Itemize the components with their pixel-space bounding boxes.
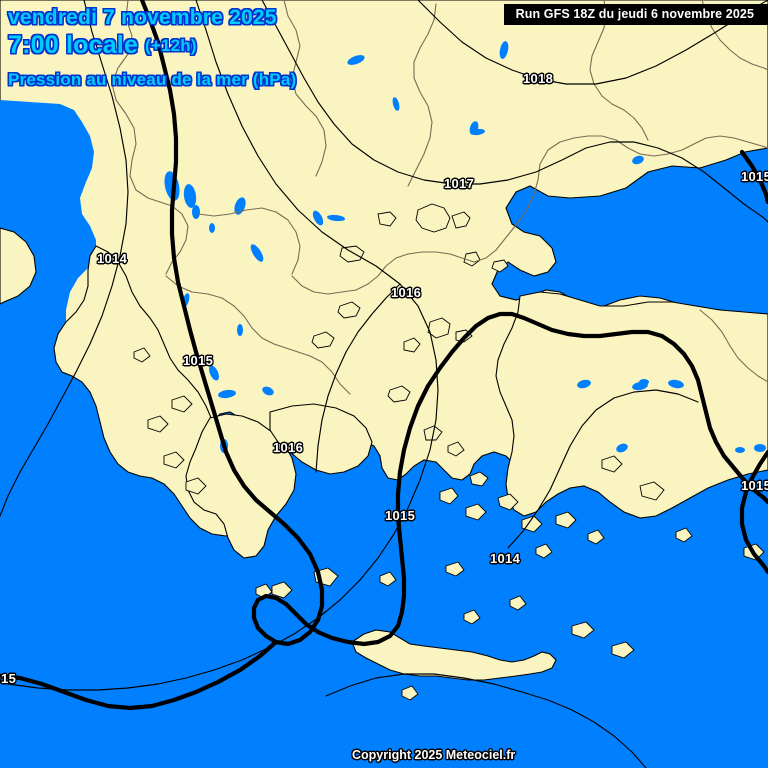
isobar-1017 xyxy=(261,0,768,223)
isobar-label: 1018 xyxy=(523,71,554,86)
isobar-label: 1014 xyxy=(490,551,521,566)
isobar-1015-bold-southwest xyxy=(0,639,279,711)
forecast-lead-time: (+12h) xyxy=(145,36,197,55)
aegean-islands xyxy=(133,203,765,701)
isobar-1018 xyxy=(417,0,768,85)
isobar-label: 1017 xyxy=(444,176,475,191)
isobar-label: 1015 xyxy=(0,671,17,686)
isobar-label: 1014 xyxy=(97,251,128,266)
isobar-label: 1015 xyxy=(183,353,214,368)
isobar-1015-south xyxy=(325,673,647,768)
isobar-1015-west xyxy=(0,0,129,517)
isobar-1015-bold-northeast xyxy=(739,149,768,205)
isobar-label: 1015 xyxy=(741,478,768,493)
land-italy-heel xyxy=(0,227,37,305)
model-run-banner: Run GFS 18Z du jeudi 6 novembre 2025 xyxy=(503,4,768,25)
forecast-date: vendredi 7 novembre 2025 xyxy=(8,6,277,29)
land-attica xyxy=(269,403,373,475)
land-crete xyxy=(351,629,557,681)
forecast-time: 7:00 locale xyxy=(8,31,139,59)
isobar-label: 1016 xyxy=(273,440,304,455)
isobar-label: 1015 xyxy=(741,169,768,184)
isobar-lines-bold xyxy=(0,0,768,711)
isobar-1016 xyxy=(0,0,439,691)
copyright-notice: Copyright 2025 Meteociel.fr xyxy=(352,748,516,762)
isobar-1015-bold-east xyxy=(739,449,768,575)
isobar-1016b xyxy=(315,283,401,473)
sea-ionian-adriatic xyxy=(0,100,96,454)
isobar-1015-bold-west xyxy=(139,0,768,647)
inland-lakes xyxy=(164,41,767,644)
land-anatolia-west xyxy=(495,291,768,519)
parameter-label: Pression au niveau de la mer (hPa) xyxy=(8,70,297,89)
isobar-label: 1016 xyxy=(391,285,422,300)
landmass-layer xyxy=(0,0,768,701)
isobar-1014-se xyxy=(507,389,699,549)
isobar-label: 1015 xyxy=(385,508,416,523)
